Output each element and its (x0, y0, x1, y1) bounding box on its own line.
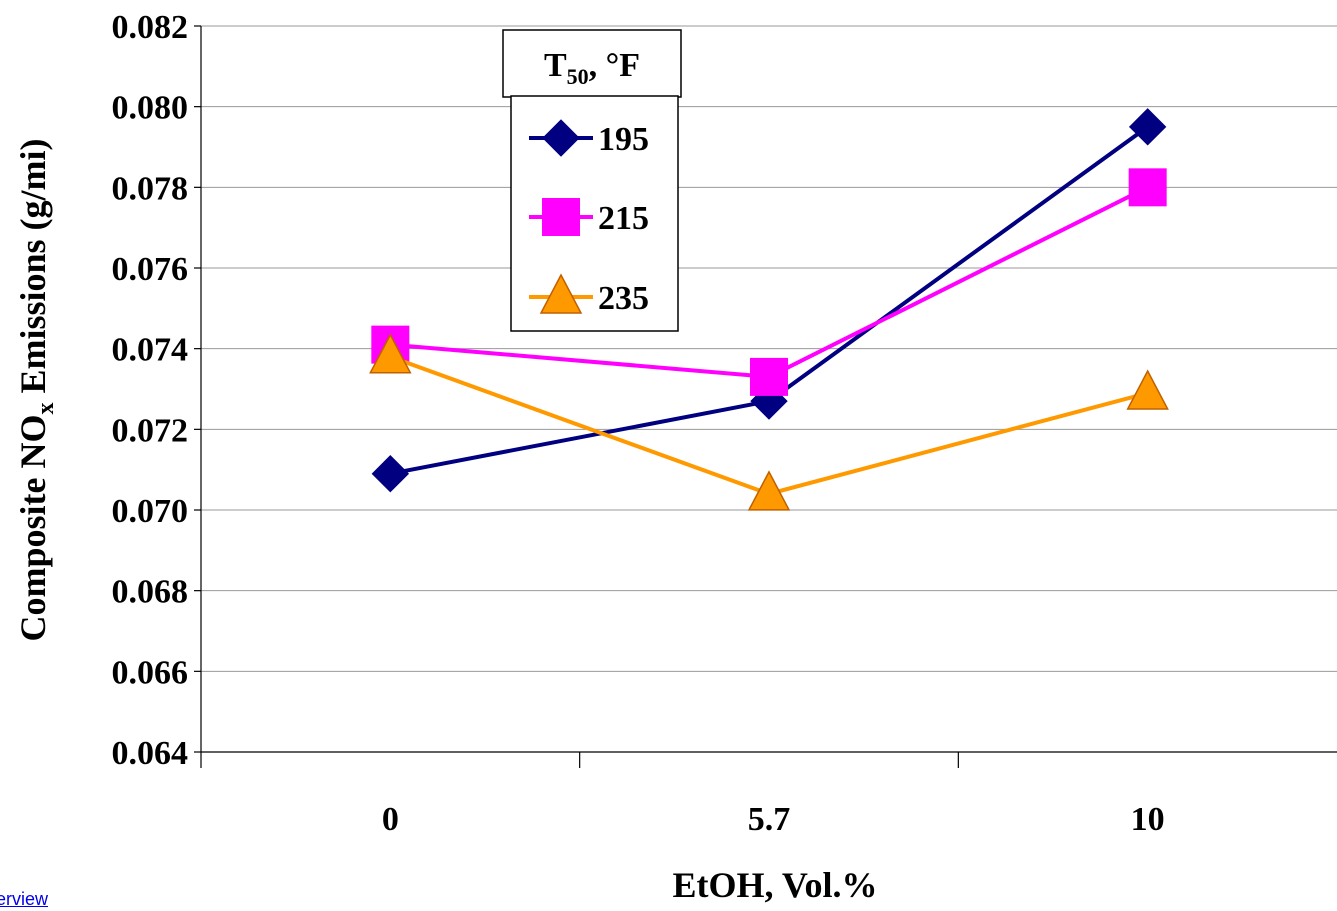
y-tick-label: 0.072 (112, 412, 189, 449)
legend-title-subscript: 50 (567, 64, 589, 89)
series-group (369, 108, 1169, 511)
y-axis-title-subscript: x (33, 403, 59, 415)
data-point-235 (747, 470, 791, 511)
y-tick-labels: 0.064 0.066 0.068 0.070 0.072 0.074 0.076 0.078… (112, 9, 189, 772)
y-tick-label: 0.070 (112, 493, 189, 530)
x-tick-label: 10 (1131, 801, 1165, 838)
legend-box (510, 95, 679, 332)
x-tick-label: 5.7 (748, 801, 791, 838)
data-point-235 (1126, 369, 1169, 410)
legend-title-suffix: , °F (589, 47, 640, 84)
data-point-215 (750, 357, 788, 396)
legend-marker-195 (542, 119, 580, 157)
y-tick-label: 0.082 (112, 9, 189, 46)
y-tick-label: 0.068 (112, 574, 189, 611)
data-point-195 (371, 454, 410, 493)
legend-label-215: 215 (598, 200, 649, 237)
x-axis-title: EtOH, Vol.% (672, 865, 877, 905)
x-tick-label: 0 (382, 801, 399, 838)
data-point-195 (1128, 108, 1167, 146)
x-tick-labels: 0 5.7 10 (382, 801, 1165, 838)
y-tick-label: 0.078 (112, 170, 189, 207)
legend-marker-215 (542, 198, 580, 236)
y-axis-title: Composite NOx Emissions (g/mi) (13, 138, 59, 641)
data-point-235 (369, 333, 412, 374)
y-tick-label: 0.076 (112, 251, 189, 288)
y-axis-title-prefix: Composite NO (13, 415, 53, 642)
y-tick-label: 0.066 (112, 654, 189, 691)
axes (194, 25, 1337, 768)
legend-items: 195 215 235 (529, 119, 649, 317)
legend-title-main: T (544, 47, 567, 84)
data-point-215 (1128, 168, 1167, 207)
overview-link[interactable]: erview (0, 889, 49, 909)
y-axis-title-suffix: Emissions (g/mi) (13, 138, 53, 402)
legend-label-235: 235 (598, 280, 649, 317)
y-tick-label: 0.064 (112, 735, 189, 772)
y-tick-label: 0.074 (112, 332, 189, 369)
legend-title: T50, °F (544, 47, 640, 89)
y-tick-label: 0.080 (112, 90, 189, 127)
legend: T50, °F 195 215 235 (502, 29, 682, 332)
legend-marker-235 (539, 273, 583, 314)
legend-label-195: 195 (598, 121, 649, 158)
